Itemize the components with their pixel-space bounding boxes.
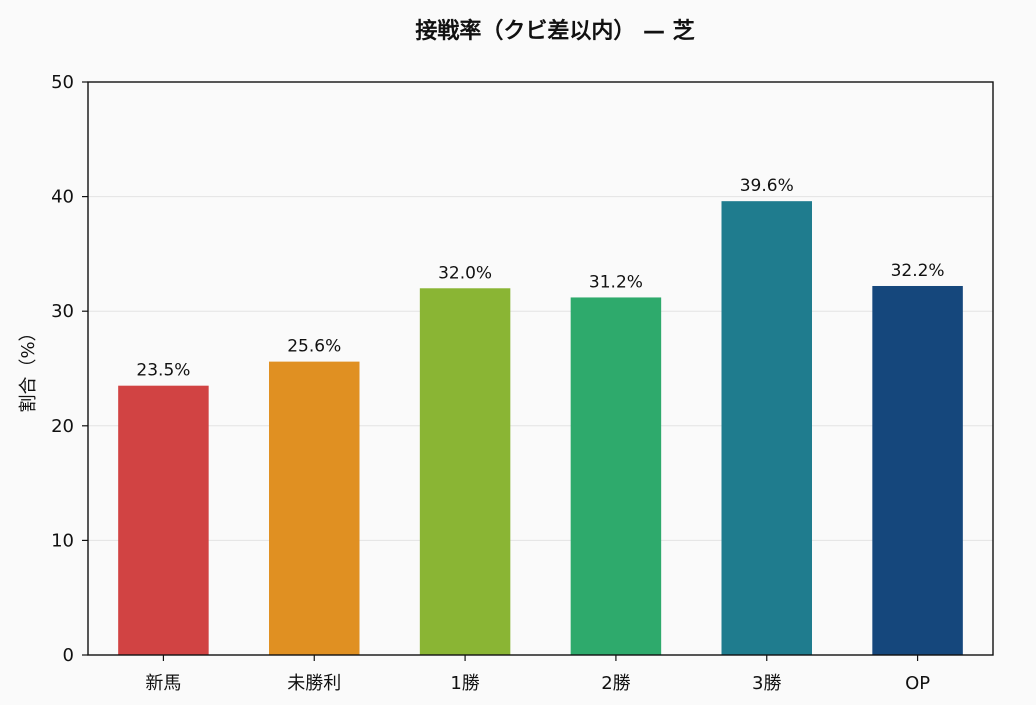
y-tick-label: 50 — [51, 72, 74, 93]
grid-lines — [88, 196, 993, 541]
bar-value-label: 32.2% — [891, 261, 945, 281]
bar-value-label: 23.5% — [136, 361, 190, 381]
bar — [419, 288, 511, 655]
x-tick-label: OP — [905, 673, 930, 694]
x-tick-label: 新馬 — [145, 673, 181, 694]
y-tick-label: 0 — [63, 645, 74, 666]
bar-value-label: 25.6% — [287, 337, 341, 357]
y-tick-label: 40 — [51, 187, 74, 208]
bar — [721, 201, 812, 655]
y-tick-label: 10 — [51, 530, 74, 551]
y-tick-label: 30 — [51, 301, 74, 322]
x-tick-label: 未勝利 — [287, 673, 341, 694]
bar — [570, 297, 662, 655]
chart-title: 接戦率（クビ差以内） — 芝 — [415, 18, 694, 44]
x-tick-label: 2勝 — [601, 673, 630, 694]
bar — [118, 385, 209, 655]
bar — [872, 285, 963, 655]
data-labels: 23.5% 25.6% 32.0% 31.2% 39.6% 32.2% — [136, 176, 944, 381]
plot-frame — [87, 81, 994, 656]
bar-value-label: 39.6% — [740, 176, 794, 196]
bar-value-label: 31.2% — [589, 272, 643, 292]
axes: 0 10 20 30 40 50 新馬 未勝利 1勝 2勝 3勝 OP — [51, 72, 994, 694]
y-axis-label: 割合（%） — [18, 323, 39, 412]
y-tick-label: 20 — [51, 416, 74, 437]
bar-value-label: 32.0% — [438, 263, 492, 283]
x-tick-label: 1勝 — [450, 673, 479, 694]
bars — [118, 201, 963, 655]
bar — [269, 361, 360, 655]
x-tick-label: 3勝 — [752, 673, 781, 694]
